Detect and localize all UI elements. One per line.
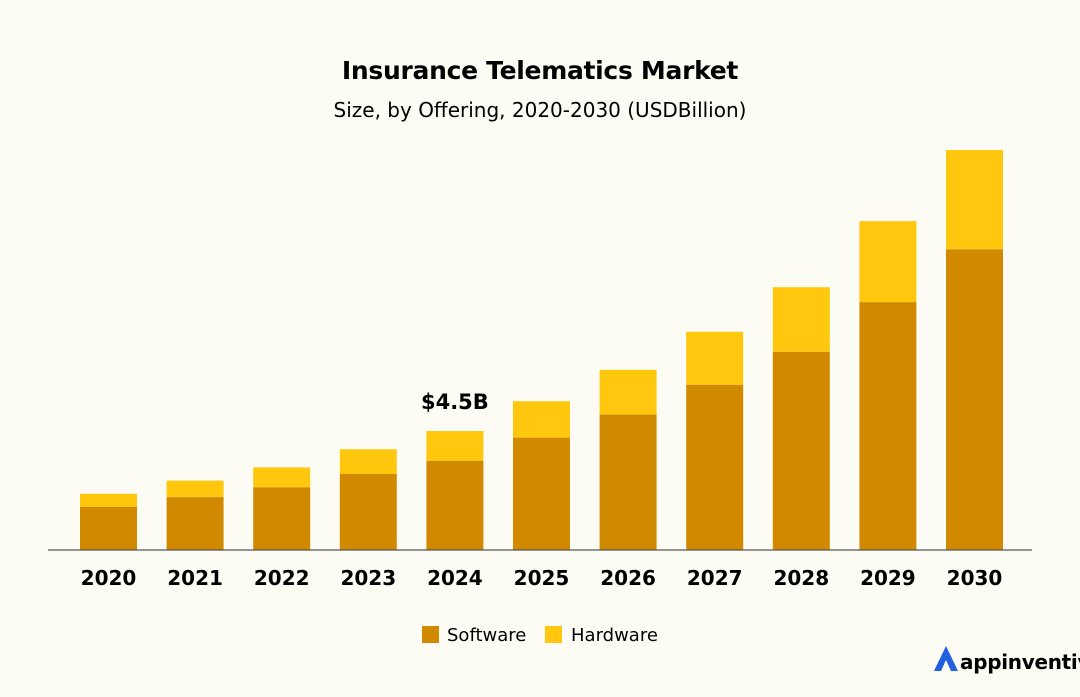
bar-software-2029 [859, 302, 917, 550]
legend: Software Hardware [422, 625, 658, 646]
annotations: $4.5B [421, 390, 489, 414]
bars-group [80, 150, 1003, 550]
bar-software-2024 [426, 460, 484, 550]
bar-software-2025 [513, 437, 570, 550]
bar-hardware-2030 [946, 150, 1003, 250]
x-tick-2030: 2030 [947, 566, 1003, 590]
x-tick-2027: 2027 [687, 566, 743, 590]
legend-label-software: Software [447, 625, 526, 646]
bar-hardware-2026 [599, 369, 657, 415]
bar-hardware-2029 [859, 221, 917, 303]
bar-hardware-2022 [253, 467, 311, 488]
x-tick-2025: 2025 [514, 566, 570, 590]
appinventiv-logo-icon [934, 646, 958, 671]
bar-hardware-2028 [772, 287, 830, 352]
bar-hardware-2027 [686, 331, 744, 385]
bar-software-2030 [946, 249, 1003, 550]
x-tick-2024: 2024 [427, 566, 483, 590]
x-tick-labels: 2020 2021 2022 2023 2024 2025 2026 2027 2028 2029… [81, 566, 1003, 590]
bar-software-2022 [253, 487, 311, 550]
bar-hardware-2020 [80, 493, 137, 507]
brand-logo: appinventiv [934, 646, 1080, 674]
x-tick-2022: 2022 [254, 566, 310, 590]
x-tick-2023: 2023 [340, 566, 396, 590]
bar-hardware-2023 [339, 449, 397, 474]
brand-name: appinventiv [960, 650, 1080, 674]
x-tick-2026: 2026 [600, 566, 656, 590]
bar-hardware-2025 [513, 401, 570, 438]
bar-hardware-2021 [166, 480, 224, 498]
chart-title: Insurance Telematics Market [342, 56, 738, 85]
bar-hardware-2024 [426, 431, 484, 461]
x-tick-2028: 2028 [773, 566, 829, 590]
bar-software-2020 [80, 507, 137, 550]
bar-software-2028 [772, 351, 830, 550]
legend-swatch-hardware [545, 626, 562, 643]
legend-label-hardware: Hardware [571, 625, 658, 646]
bar-software-2021 [166, 497, 224, 550]
annotation-2024: $4.5B [421, 390, 489, 414]
x-tick-2021: 2021 [167, 566, 223, 590]
legend-swatch-software [422, 626, 439, 643]
bar-software-2027 [686, 384, 744, 550]
chart-subtitle: Size, by Offering, 2020-2030 (USDBillion… [334, 98, 747, 122]
bar-software-2023 [339, 474, 397, 550]
x-tick-2029: 2029 [860, 566, 916, 590]
x-tick-2020: 2020 [81, 566, 137, 590]
bar-software-2026 [599, 414, 657, 550]
